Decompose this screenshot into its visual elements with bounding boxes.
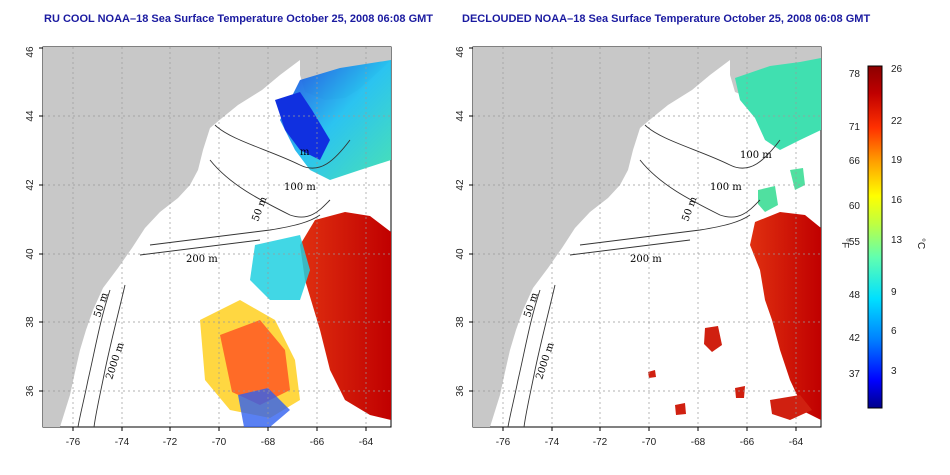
right-lon-tick-5: -68 <box>691 437 706 448</box>
right-map-title: DECLOUDED NOAA–18 Sea Surface Temperatur… <box>462 13 871 25</box>
left-map-title: RU COOL NOAA–18 Sea Surface Temperature … <box>44 13 434 25</box>
right-sst-north <box>735 58 821 150</box>
left-land <box>43 47 300 427</box>
left-lon-tick-7: -64 <box>359 437 374 448</box>
left-graticule <box>43 47 391 427</box>
colorbar-f-tick-48: 48 <box>849 290 861 301</box>
right-lat-tick-38: 38 <box>455 316 466 328</box>
right-lon-tick-3: -72 <box>593 437 608 448</box>
colorbar-c-tick-6: 6 <box>891 326 897 337</box>
colorbar-f-tick-78: 78 <box>849 69 861 80</box>
right-sst-red-blob-1 <box>704 326 722 352</box>
left-lon-tick-6: -66 <box>310 437 325 448</box>
left-map: 100 m m 50 m 200 m 50 m 2000 m -76 -74 -… <box>25 46 392 448</box>
right-lon-tick-6: -66 <box>740 437 755 448</box>
left-lon-tick-5: -68 <box>261 437 276 448</box>
left-lat-tick-36: 36 <box>25 385 36 397</box>
right-lon-tick-1: -76 <box>496 437 511 448</box>
right-lon-tick-2: -74 <box>545 437 560 448</box>
right-contour-label-200m: 200 m <box>630 254 662 265</box>
right-lat-tick-36: 36 <box>455 385 466 397</box>
colorbar-c-tick-9: 9 <box>891 287 897 298</box>
colorbar-f-tick-71: 71 <box>849 122 861 133</box>
left-lat-tick-46: 46 <box>25 46 36 58</box>
left-sst-mixed-cyan <box>250 235 310 300</box>
colorbar-c-tick-3: 3 <box>891 366 897 377</box>
right-sst-green-small-2 <box>790 168 805 190</box>
left-contour-label-200m: 200 m <box>186 254 218 265</box>
left-contour-label-100m-b: m <box>300 147 310 158</box>
colorbar-f-tick-55: 55 <box>849 237 861 248</box>
right-land <box>473 47 730 427</box>
right-lat-tick-46: 46 <box>455 46 466 58</box>
left-sst-blue-patch <box>275 92 330 160</box>
right-contours <box>507 124 781 427</box>
left-sst-red <box>300 212 391 420</box>
left-lon-tick-3: -72 <box>163 437 178 448</box>
colorbar-fahrenheit-label: °F <box>839 238 850 248</box>
right-lat-tick-44: 44 <box>455 110 466 122</box>
colorbar-c-tick-26: 26 <box>891 64 903 75</box>
left-lon-tick-4: -70 <box>212 437 227 448</box>
right-contour-label-100m-b: 100 m <box>710 182 742 193</box>
left-contours <box>77 124 351 427</box>
left-lat-tick-44: 44 <box>25 110 36 122</box>
right-sst-green-small <box>758 186 778 212</box>
right-sst-red-blob-3 <box>675 403 686 415</box>
right-lon-tick-4: -70 <box>642 437 657 448</box>
left-axis-ticks <box>39 47 367 431</box>
right-sst-red <box>750 212 821 420</box>
left-contour-label-100m: 100 m <box>284 182 316 193</box>
left-lat-tick-38: 38 <box>25 316 36 328</box>
right-map: 100 m 100 m 50 m 200 m 50 m 2000 m -76 -… <box>455 46 822 448</box>
right-graticule <box>473 47 821 427</box>
right-sst-red-blob-5 <box>648 370 656 378</box>
colorbar-c-tick-16: 16 <box>891 195 903 206</box>
colorbar-gradient <box>867 65 883 409</box>
left-lat-tick-42: 42 <box>25 179 36 191</box>
right-sst-red-blob-2 <box>735 386 745 398</box>
colorbar-c-tick-19: 19 <box>891 155 903 166</box>
right-contour-label-100m: 100 m <box>740 150 772 161</box>
colorbar: 78 71 66 60 55 48 42 37 26 22 19 16 13 9… <box>839 64 926 409</box>
left-lon-tick-1: -76 <box>66 437 81 448</box>
left-sst-mixed-blue <box>238 388 290 427</box>
colorbar-f-tick-66: 66 <box>849 156 861 167</box>
right-sst-red-blob-4 <box>770 395 812 420</box>
left-lat-tick-40: 40 <box>25 248 36 260</box>
right-lat-tick-42: 42 <box>455 179 466 191</box>
right-lat-tick-40: 40 <box>455 248 466 260</box>
left-lon-tick-2: -74 <box>115 437 130 448</box>
right-axis-ticks <box>469 47 797 431</box>
colorbar-c-tick-13: 13 <box>891 235 903 246</box>
left-sst-mixed-red <box>220 320 290 405</box>
colorbar-f-tick-37: 37 <box>849 369 861 380</box>
colorbar-celsius-label: °C <box>915 238 926 249</box>
colorbar-c-tick-22: 22 <box>891 116 903 127</box>
colorbar-f-tick-42: 42 <box>849 333 861 344</box>
colorbar-f-tick-60: 60 <box>849 201 861 212</box>
right-lon-tick-7: -64 <box>789 437 804 448</box>
